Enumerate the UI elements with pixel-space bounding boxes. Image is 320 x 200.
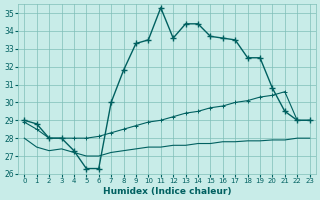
- X-axis label: Humidex (Indice chaleur): Humidex (Indice chaleur): [103, 187, 231, 196]
